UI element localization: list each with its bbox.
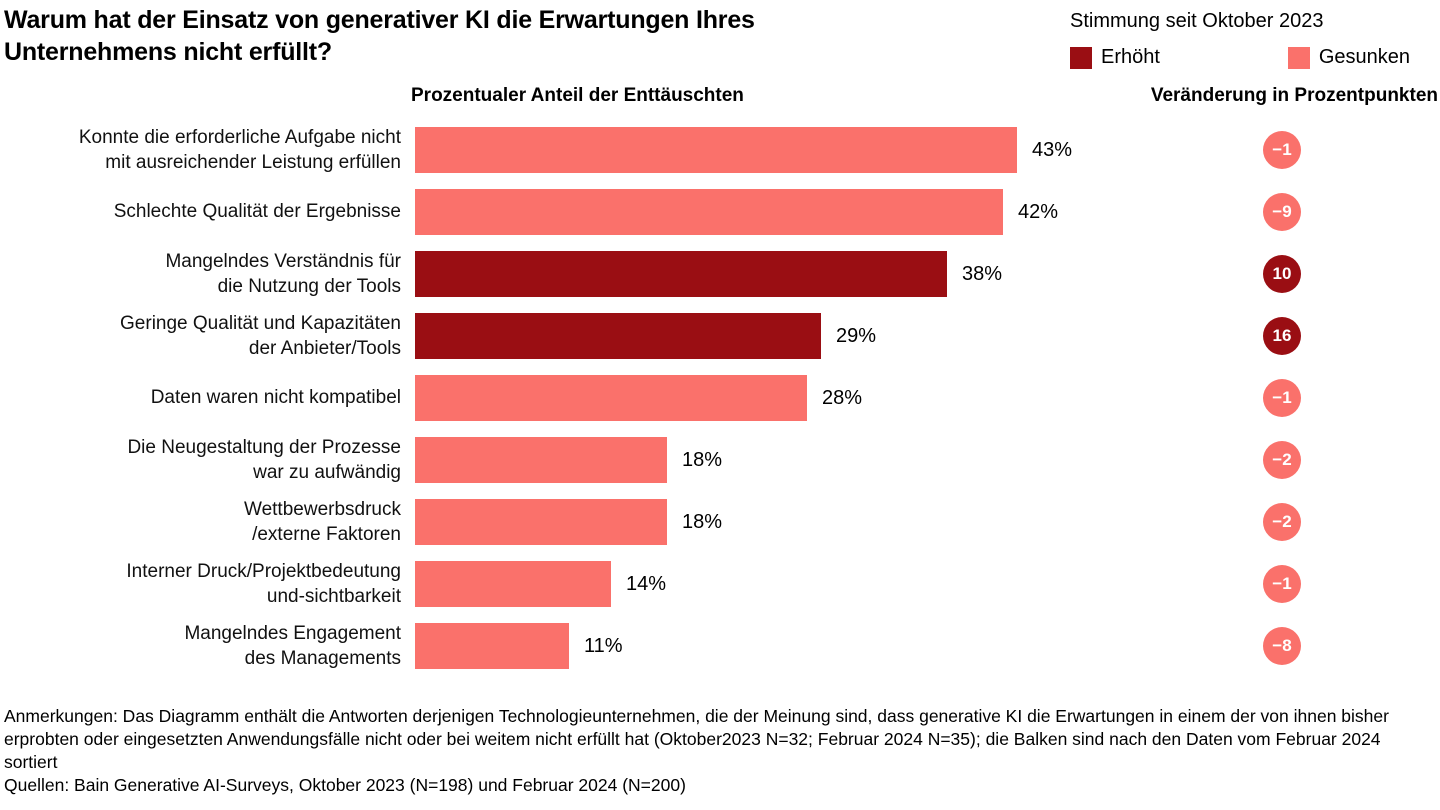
- bar-area: 38%: [415, 243, 1160, 305]
- bar: [415, 127, 1017, 173]
- bar-area: 18%: [415, 491, 1160, 553]
- bar-value-label: 42%: [1018, 200, 1059, 223]
- change-column: 10: [1160, 255, 1440, 293]
- bar-value-label: 29%: [836, 324, 877, 347]
- bar-row: Interner Druck/Projektbedeutung und-sicht…: [4, 553, 1440, 615]
- bar-value-label: 11%: [584, 634, 623, 657]
- bar: [415, 189, 1003, 235]
- change-badge: 16: [1263, 317, 1301, 355]
- legend-label-erhoeht: Erhöht: [1101, 46, 1160, 68]
- change-badge: −2: [1263, 441, 1301, 479]
- bar: [415, 375, 807, 421]
- bar-row: Daten waren nicht kompatibel 28% −1: [4, 367, 1440, 429]
- footer: Anmerkungen: Das Diagramm enthält die An…: [4, 705, 1440, 797]
- row-label: Geringe Qualität und Kapazitäten der Anbi…: [120, 312, 401, 359]
- bar: [415, 623, 569, 669]
- bar-area: 42%: [415, 181, 1160, 243]
- row-label: Schlechte Qualität der Ergebnisse: [113, 201, 401, 223]
- legend: Stimmung seit Oktober 2023 Erhöht Gesunk…: [1070, 4, 1436, 69]
- chart-rows: Konnte die erforderliche Aufgabe nicht mi…: [4, 119, 1440, 677]
- bar-row: Schlechte Qualität der Ergebnisse 42% −9: [4, 181, 1440, 243]
- bar-row: Mangelndes Verständnis für die Nutzung de…: [4, 243, 1440, 305]
- row-label: Die Neugestaltung der Prozesse war zu auf…: [127, 436, 401, 483]
- chart-title: Warum hat der Einsatz von generativer KI…: [4, 6, 755, 66]
- value-axis-header: Prozentualer Anteil der Enttäuschten: [411, 85, 744, 106]
- change-column: 16: [1160, 317, 1440, 355]
- bar-row: Konnte die erforderliche Aufgabe nicht mi…: [4, 119, 1440, 181]
- legend-label-gesunken: Gesunken: [1318, 46, 1410, 68]
- change-badge: −1: [1263, 565, 1301, 603]
- legend-title: Stimmung seit Oktober 2023: [1070, 10, 1324, 32]
- bar-value-label: 18%: [682, 448, 723, 471]
- bar: [415, 251, 947, 297]
- bar-area: 18%: [415, 429, 1160, 491]
- change-badge: −2: [1263, 503, 1301, 541]
- legend-item-erhoeht: Erhöht: [1070, 46, 1160, 69]
- row-label: Daten waren nicht kompatibel: [150, 387, 401, 409]
- footer-sources: Quellen: Bain Generative AI-Surveys, Okt…: [4, 775, 686, 796]
- bar: [415, 499, 667, 545]
- legend-swatch-gesunken: [1287, 46, 1310, 69]
- row-label: Wettbewerbsdruck/externe Faktoren: [244, 498, 401, 545]
- change-column-header: Veränderung in Prozentpunkten: [1150, 85, 1438, 106]
- bar-row: Wettbewerbsdruck/externe Faktoren 18% −2: [4, 491, 1440, 553]
- bar-area: 11%: [415, 615, 1160, 677]
- change-badge: −1: [1263, 131, 1301, 169]
- change-column: −2: [1160, 503, 1440, 541]
- change-column: −2: [1160, 441, 1440, 479]
- bar-value-label: 43%: [1032, 138, 1073, 161]
- bar-value-label: 28%: [822, 386, 863, 409]
- row-label: Konnte die erforderliche Aufgabe nicht mi…: [78, 126, 401, 173]
- change-badge: −1: [1263, 379, 1301, 417]
- bar-area: 28%: [415, 367, 1160, 429]
- change-column: −1: [1160, 131, 1440, 169]
- change-column: −9: [1160, 193, 1440, 231]
- bar-area: 43%: [415, 119, 1160, 181]
- change-column: −8: [1160, 627, 1440, 665]
- change-badge: 10: [1263, 255, 1301, 293]
- footer-notes: Anmerkungen: Das Diagramm enthält die An…: [4, 706, 1389, 773]
- bar-row: Geringe Qualität und Kapazitäten der Anbi…: [4, 305, 1440, 367]
- change-badge: −9: [1263, 193, 1301, 231]
- bar-area: 29%: [415, 305, 1160, 367]
- bar: [415, 313, 821, 359]
- row-label: Mangelndes Engagement des Managements: [184, 622, 401, 669]
- legend-item-gesunken: Gesunken: [1287, 46, 1410, 69]
- bar-value-label: 14%: [626, 572, 667, 595]
- change-badge: −8: [1263, 627, 1301, 665]
- row-label: Interner Druck/Projektbedeutung und-sicht…: [126, 560, 401, 607]
- legend-items: Erhöht Gesunken: [1070, 46, 1410, 69]
- bar-area: 14%: [415, 553, 1160, 615]
- legend-swatch-erhoeht: [1070, 46, 1092, 69]
- header: Warum hat der Einsatz von generativer KI…: [4, 4, 1440, 69]
- change-column: −1: [1160, 379, 1440, 417]
- column-headers: Prozentualer Anteil der Enttäuschten Ver…: [4, 85, 1440, 107]
- row-label: Mangelndes Verständnis für die Nutzung de…: [165, 250, 401, 297]
- bar-row: Mangelndes Engagement des Managements 11%…: [4, 615, 1440, 677]
- bar-value-label: 18%: [682, 510, 723, 533]
- bar-value-label: 38%: [962, 262, 1003, 285]
- bar: [415, 437, 667, 483]
- bar: [415, 561, 611, 607]
- bar-row: Die Neugestaltung der Prozesse war zu auf…: [4, 429, 1440, 491]
- change-column: −1: [1160, 565, 1440, 603]
